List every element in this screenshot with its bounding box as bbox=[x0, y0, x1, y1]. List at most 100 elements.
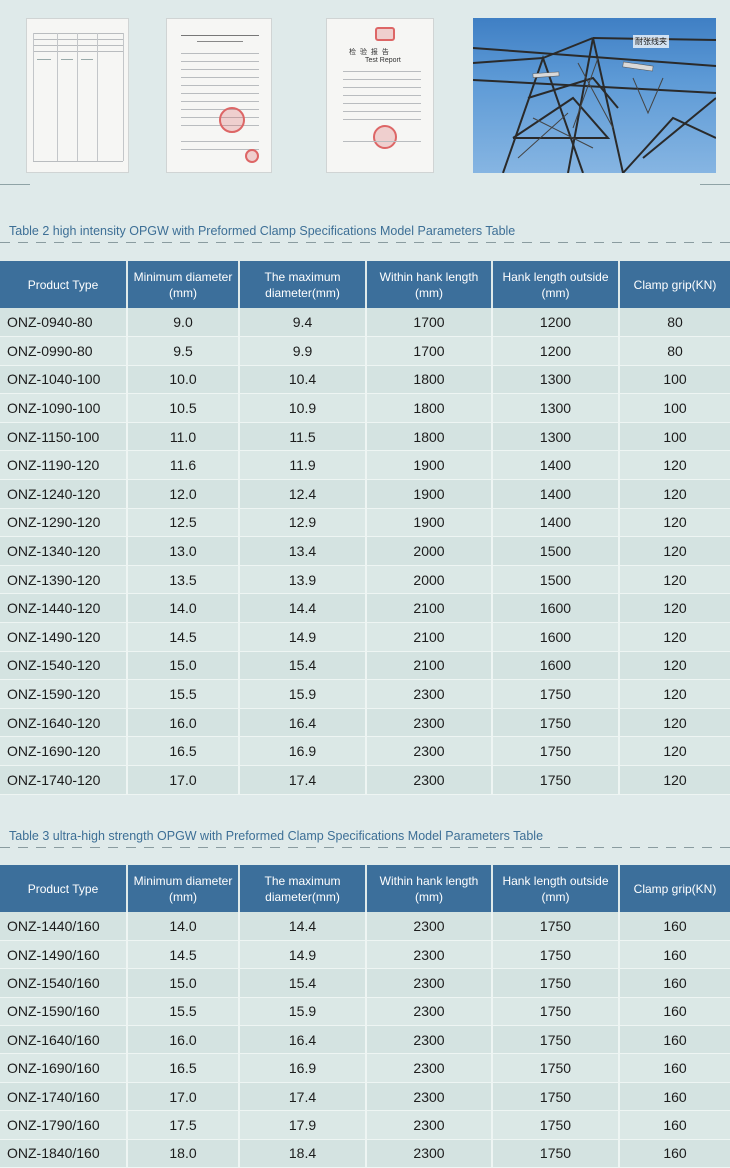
table-cell: 17.5 bbox=[127, 1110, 240, 1140]
table-cell: 120 bbox=[619, 565, 730, 595]
table-cell: 80 bbox=[619, 336, 730, 366]
table-cell: 2100 bbox=[366, 651, 493, 681]
table-cell: 15.0 bbox=[127, 968, 240, 998]
table-cell: 9.5 bbox=[127, 336, 240, 366]
table-row: ONZ-1690-120 16.5 16.9 2300 1750 120 bbox=[0, 736, 730, 766]
table-cell: 17.4 bbox=[239, 765, 367, 795]
table-cell: 13.0 bbox=[127, 536, 240, 566]
table-cell: 2300 bbox=[366, 679, 493, 709]
table-cell: 2000 bbox=[366, 536, 493, 566]
table-cell: 160 bbox=[619, 1110, 730, 1140]
table-cell: ONZ-1590-120 bbox=[0, 679, 128, 709]
table-cell: ONZ-1690-120 bbox=[0, 736, 128, 766]
table3-header-cell: Clamp grip(KN) bbox=[619, 865, 730, 912]
table-cell: 14.4 bbox=[239, 593, 367, 624]
table-row: ONZ-0940-80 9.0 9.4 1700 1200 80 bbox=[0, 308, 730, 338]
table-cell: 15.5 bbox=[127, 679, 240, 709]
table-cell: 18.0 bbox=[127, 1139, 240, 1168]
table-row: ONZ-1340-120 13.0 13.4 2000 1500 120 bbox=[0, 536, 730, 566]
table-cell: 9.4 bbox=[239, 308, 367, 338]
table-cell: 17.0 bbox=[127, 1082, 240, 1112]
table-cell: 1900 bbox=[366, 479, 493, 509]
table2-spec-table: Product Type Minimum diameter (mm) The m… bbox=[0, 261, 730, 795]
report-title-cn: 检 验 报 告 bbox=[349, 49, 390, 56]
table3-header-cell: Product Type bbox=[0, 865, 128, 912]
table-cell: 120 bbox=[619, 622, 730, 652]
tower-photo-label: 耐张线夹 bbox=[633, 35, 669, 48]
table-row: ONZ-1150-100 11.0 11.5 1800 1300 100 bbox=[0, 422, 730, 452]
table2-header-cell: Within hank length (mm) bbox=[366, 261, 493, 308]
table-cell: 1300 bbox=[492, 422, 620, 452]
table2-header-cell: Clamp grip(KN) bbox=[619, 261, 730, 308]
table-cell: 2100 bbox=[366, 622, 493, 652]
table-cell: 1750 bbox=[492, 1082, 620, 1112]
table-cell: ONZ-1740/160 bbox=[0, 1082, 128, 1112]
table-cell: 12.0 bbox=[127, 479, 240, 509]
table-cell: 2300 bbox=[366, 912, 493, 941]
table-cell: 13.9 bbox=[239, 565, 367, 595]
table-cell: 17.4 bbox=[239, 1082, 367, 1112]
table-cell: ONZ-1090-100 bbox=[0, 393, 128, 423]
table-row: ONZ-1440-120 14.0 14.4 2100 1600 120 bbox=[0, 593, 730, 624]
table-cell: ONZ-1640/160 bbox=[0, 1025, 128, 1055]
table-cell: 12.9 bbox=[239, 508, 367, 538]
table-cell: ONZ-1540-120 bbox=[0, 651, 128, 681]
table-cell: 2300 bbox=[366, 1082, 493, 1112]
certificate-photo bbox=[166, 18, 272, 173]
table-cell: ONZ-1190-120 bbox=[0, 450, 128, 481]
table-row: ONZ-1740/160 17.0 17.4 2300 1750 160 bbox=[0, 1082, 730, 1112]
table-cell: 2300 bbox=[366, 997, 493, 1027]
table-row: ONZ-1490/160 14.5 14.9 2300 1750 160 bbox=[0, 940, 730, 970]
table-cell: 16.4 bbox=[239, 708, 367, 738]
table-cell: 13.4 bbox=[239, 536, 367, 566]
table-cell: 2300 bbox=[366, 1139, 493, 1168]
table-cell: 1800 bbox=[366, 422, 493, 452]
table-cell: ONZ-1490/160 bbox=[0, 940, 128, 970]
table-cell: 1500 bbox=[492, 536, 620, 566]
table3-header-row: Product Type Minimum diameter (mm) The m… bbox=[0, 865, 730, 912]
table-cell: 2300 bbox=[366, 1025, 493, 1055]
transmission-tower-photo: 耐张线夹 bbox=[473, 18, 716, 173]
table-cell: ONZ-1440/160 bbox=[0, 912, 128, 941]
red-seal-icon bbox=[375, 27, 395, 41]
table-cell: 11.0 bbox=[127, 422, 240, 452]
table-cell: 16.5 bbox=[127, 736, 240, 766]
table2-caption: Table 2 high intensity OPGW with Preform… bbox=[9, 224, 516, 238]
table-cell: 100 bbox=[619, 365, 730, 395]
table-cell: 1750 bbox=[492, 940, 620, 970]
table-cell: 13.5 bbox=[127, 565, 240, 595]
table-row: ONZ-1640-120 16.0 16.4 2300 1750 120 bbox=[0, 708, 730, 738]
table-cell: 16.0 bbox=[127, 708, 240, 738]
table-cell: ONZ-0940-80 bbox=[0, 308, 128, 338]
table-cell: 1900 bbox=[366, 450, 493, 481]
table-cell: 120 bbox=[619, 765, 730, 795]
table-cell: 9.0 bbox=[127, 308, 240, 338]
table-cell: ONZ-1340-120 bbox=[0, 536, 128, 566]
table-cell: 160 bbox=[619, 1082, 730, 1112]
table-cell: 2300 bbox=[366, 736, 493, 766]
table-cell: 1750 bbox=[492, 1110, 620, 1140]
red-seal-icon bbox=[373, 125, 397, 149]
table-cell: 14.5 bbox=[127, 622, 240, 652]
table-cell: 1750 bbox=[492, 765, 620, 795]
table-row: ONZ-1040-100 10.0 10.4 1800 1300 100 bbox=[0, 365, 730, 395]
table-row: ONZ-1840/160 18.0 18.4 2300 1750 160 bbox=[0, 1139, 730, 1168]
table-cell: 1400 bbox=[492, 508, 620, 538]
table-cell: 12.5 bbox=[127, 508, 240, 538]
table-cell: 2300 bbox=[366, 1053, 493, 1083]
table-row: ONZ-1540-120 15.0 15.4 2100 1600 120 bbox=[0, 651, 730, 681]
table-cell: 1600 bbox=[492, 622, 620, 652]
top-divider-left bbox=[0, 184, 30, 185]
table-cell: 14.0 bbox=[127, 593, 240, 624]
table-cell: 14.9 bbox=[239, 940, 367, 970]
table-cell: ONZ-1040-100 bbox=[0, 365, 128, 395]
table-cell: ONZ-1290-120 bbox=[0, 508, 128, 538]
table-cell: 16.5 bbox=[127, 1053, 240, 1083]
table-row: ONZ-1590/160 15.5 15.9 2300 1750 160 bbox=[0, 997, 730, 1027]
table-cell: 14.5 bbox=[127, 940, 240, 970]
table-cell: 1750 bbox=[492, 708, 620, 738]
table3-spec-table: Product Type Minimum diameter (mm) The m… bbox=[0, 865, 730, 1168]
table-cell: 120 bbox=[619, 508, 730, 538]
table-cell: ONZ-1150-100 bbox=[0, 422, 128, 452]
table-cell: 9.9 bbox=[239, 336, 367, 366]
